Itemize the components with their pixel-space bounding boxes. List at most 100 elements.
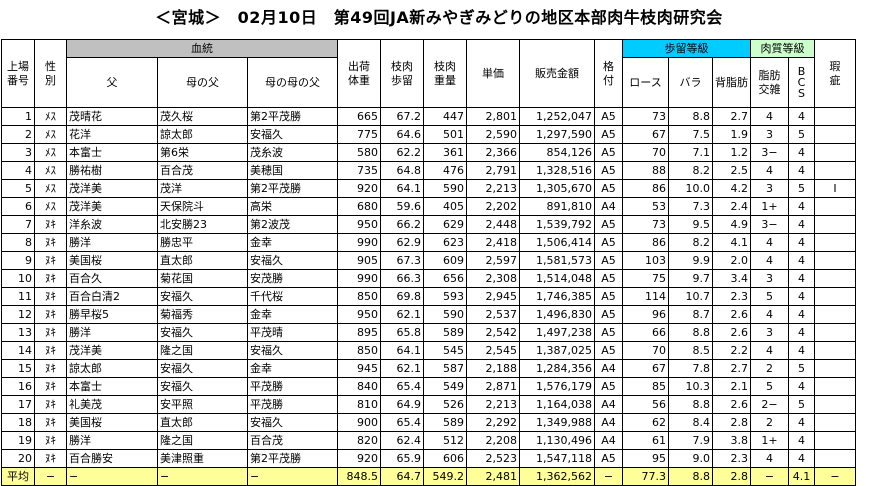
row-bcs: 4: [788, 341, 815, 360]
row-sale-amount: 1,514,048: [519, 269, 595, 288]
row-marbling: 4: [750, 305, 789, 324]
row-carcass-yield: 62.4: [380, 431, 424, 450]
row-dam-dam-sire: 平茂晴: [247, 323, 338, 342]
row-sire: 美国桜: [66, 251, 158, 270]
row-carcass-yield: 59.6: [380, 197, 424, 216]
row-loin: 85: [622, 377, 669, 396]
row-sex: ﾇｷ: [34, 341, 67, 360]
row-dam-dam-sire: 第2平茂勝: [247, 449, 338, 468]
row-number: 7: [1, 215, 35, 234]
carcass-results-table: 上場 番号 性別 血統 出荷 体重 枝肉 歩留 枝肉 重量 単価 販売金額 格付 歩留等…: [1, 39, 856, 486]
row-sire: 洋糸波: [66, 215, 158, 234]
row-carcass-weight: 589: [423, 323, 467, 342]
row-sex: ﾇｷ: [34, 377, 67, 396]
row-rib: 7.9: [668, 431, 713, 450]
row-backfat: 2.7: [712, 359, 751, 378]
row-sire: 勝洋: [66, 323, 158, 342]
row-live-weight: 680: [337, 197, 381, 216]
row-bcs: 4: [788, 269, 815, 288]
row-sire: 勝祐樹: [66, 161, 158, 180]
row-dam-dam-sire: 金幸: [247, 359, 338, 378]
row-grade: A4: [594, 395, 623, 414]
table-row: 4 ﾒｽ 勝祐樹 百合茂 美穂国 735 64.8 476 2,791 1,328,516 A5 88…: [1, 161, 856, 180]
row-grade: A5: [594, 269, 623, 288]
row-carcass-weight: 501: [423, 125, 467, 144]
row-backfat: 2.7: [712, 107, 751, 126]
row-sire: 勝洋: [66, 431, 158, 450]
row-backfat: 2.6: [712, 323, 751, 342]
table-row: 19 ﾇｷ 勝洋 隆之国 百合茂 820 62.4 512 2,208 1,130,496 A4 61…: [1, 431, 856, 450]
row-loin: 62: [622, 413, 669, 432]
row-backfat: 2.3: [712, 449, 751, 468]
row-backfat: 1.2: [712, 143, 751, 162]
row-marbling: 2−: [750, 395, 789, 414]
row-carcass-weight: 609: [423, 251, 467, 270]
table-row: 9 ﾇｷ 美国桜 直太郎 安福久 905 67.3 609 2,597 1,581,573 A5 10…: [1, 251, 856, 270]
row-grade: A5: [594, 287, 623, 306]
row-sex: ﾇｷ: [34, 233, 67, 252]
row-unit-price: 2,801: [466, 107, 520, 126]
row-sex: ﾒｽ: [34, 179, 67, 198]
row-sire: 本富士: [66, 377, 158, 396]
row-sex: ﾇｷ: [34, 431, 67, 450]
row-dam-sire: 安福久: [157, 359, 248, 378]
row-rib: 8.8: [668, 395, 713, 414]
row-unit-price: 2,213: [466, 395, 520, 414]
row-backfat: 2.8: [712, 413, 751, 432]
header-carcass-weight: 枝肉 重量: [423, 39, 467, 108]
row-sire: 諒太郎: [66, 359, 158, 378]
header-sex: 性別: [34, 39, 67, 108]
row-backfat: 2.6: [712, 395, 751, 414]
row-carcass-yield: 64.1: [380, 179, 424, 198]
row-loin: 53: [622, 197, 669, 216]
header-listing-number: 上場 番号: [1, 39, 35, 108]
header-rib: バラ: [668, 57, 713, 108]
row-sire: 茂洋美: [66, 341, 158, 360]
table-row: 13 ﾇｷ 勝洋 安福久 平茂晴 895 65.8 589 2,542 1,497,238 A5 66…: [1, 323, 856, 342]
row-backfat: 4.1: [712, 233, 751, 252]
average-marbling: −: [750, 467, 789, 486]
row-number: 12: [1, 305, 35, 324]
row-bcs: 5: [788, 125, 815, 144]
row-grade: A4: [594, 197, 623, 216]
row-live-weight: 990: [337, 233, 381, 252]
row-number: 14: [1, 341, 35, 360]
row-dam-sire: 直太郎: [157, 413, 248, 432]
row-carcass-yield: 65.9: [380, 449, 424, 468]
average-unit-price: 2,481: [466, 467, 520, 486]
table-body: 1 ﾒｽ 茂晴花 茂久桜 第2平茂勝 665 67.2 447 2,801 1,252,047 A5…: [1, 107, 856, 486]
row-loin: 73: [622, 107, 669, 126]
row-carcass-weight: 526: [423, 395, 467, 414]
header-carcass-yield: 枝肉 歩留: [380, 39, 424, 108]
row-live-weight: 950: [337, 305, 381, 324]
row-marbling: 3: [750, 125, 789, 144]
row-defect: [814, 287, 856, 306]
row-number: 17: [1, 395, 35, 414]
row-carcass-yield: 64.1: [380, 341, 424, 360]
row-dam-dam-sire: 安福久: [247, 251, 338, 270]
row-bcs: 4: [788, 233, 815, 252]
row-sire: 勝洋: [66, 233, 158, 252]
row-dam-sire: 隆之国: [157, 431, 248, 450]
row-marbling: 3−: [750, 215, 789, 234]
row-live-weight: 920: [337, 449, 381, 468]
row-number: 20: [1, 449, 35, 468]
row-rib: 9.7: [668, 269, 713, 288]
header-sire: 父: [66, 57, 158, 108]
table-row: 1 ﾒｽ 茂晴花 茂久桜 第2平茂勝 665 67.2 447 2,801 1,252,047 A5…: [1, 107, 856, 126]
row-carcass-yield: 67.3: [380, 251, 424, 270]
row-carcass-yield: 62.2: [380, 143, 424, 162]
row-sale-amount: 1,506,414: [519, 233, 595, 252]
row-backfat: 3.8: [712, 431, 751, 450]
row-dam-sire: 安福久: [157, 287, 248, 306]
average-defect: −: [814, 467, 856, 486]
row-dam-dam-sire: 安茂勝: [247, 269, 338, 288]
row-sex: ﾇｷ: [34, 305, 67, 324]
row-sale-amount: 1,130,496: [519, 431, 595, 450]
row-marbling: 3: [750, 323, 789, 342]
row-defect: [814, 323, 856, 342]
row-grade: A5: [594, 323, 623, 342]
row-defect: [814, 161, 856, 180]
row-sire: 茂晴花: [66, 107, 158, 126]
row-carcass-weight: 361: [423, 143, 467, 162]
